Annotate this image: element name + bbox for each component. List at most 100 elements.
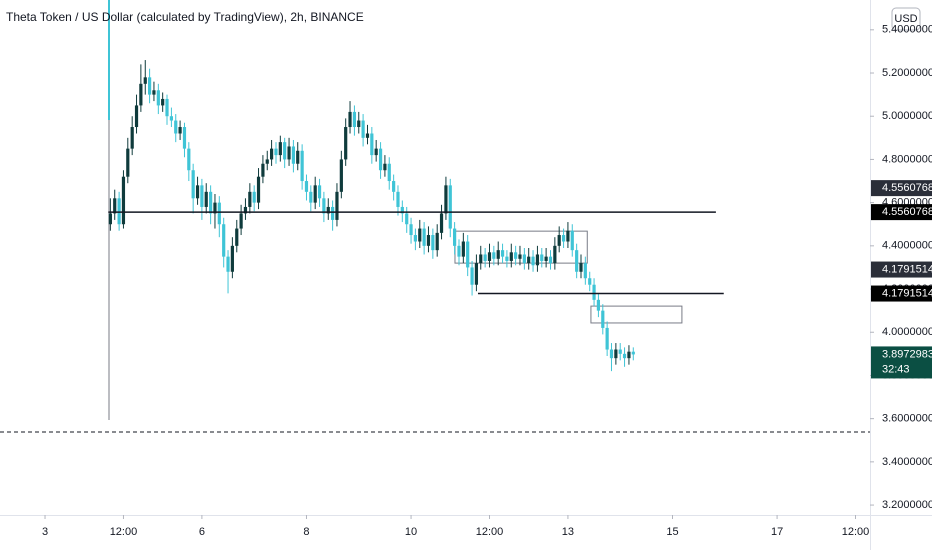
candle-body (182, 127, 187, 149)
candle-body (487, 252, 492, 261)
candle-body (226, 256, 230, 272)
currency-button[interactable] (891, 7, 921, 31)
candle-body (448, 185, 452, 229)
candle-body (348, 111, 352, 128)
price-badge (871, 180, 932, 197)
candle-body (431, 235, 435, 251)
candle-body (405, 213, 409, 225)
candle-body (335, 191, 339, 220)
candle-body (113, 198, 117, 214)
candle-body (322, 198, 326, 214)
price-badge-label: 4.5560768 (882, 182, 932, 194)
x-tick-label: 17 (771, 526, 783, 538)
candle-body (108, 213, 112, 225)
candle-body (278, 142, 282, 156)
y-tick-label: 5.0000000 (882, 110, 932, 122)
candle-body (592, 284, 596, 300)
candle-body (631, 351, 635, 355)
candle-body (461, 241, 465, 257)
candle-body (518, 254, 522, 259)
candle-body (287, 146, 291, 160)
candle-body (191, 170, 195, 199)
y-tick-label: 4.0000000 (882, 326, 932, 338)
candle-body (561, 235, 566, 242)
candle-body (121, 176, 126, 225)
price-badge-label: 4.1791514 (882, 263, 932, 275)
countdown-label: 32:43 (882, 363, 910, 375)
candle-body (500, 250, 505, 257)
candle-body (426, 235, 431, 246)
currency-label[interactable]: USD (894, 13, 917, 25)
candle-body (544, 256, 548, 261)
price-badge-label: 4.1791514 (882, 287, 932, 299)
candle-body (522, 254, 526, 264)
candle-body (217, 202, 221, 225)
candle-body (291, 146, 295, 164)
candle-body (357, 120, 361, 128)
candle-body (161, 98, 165, 106)
y-tick-label: 3.4000000 (882, 456, 932, 468)
x-tick-label: 13 (562, 526, 574, 538)
x-tick-label: 12:00 (842, 526, 870, 538)
candle-body (418, 228, 422, 242)
x-tick-label: 12:00 (476, 526, 504, 538)
candle-body (483, 254, 487, 261)
candle-body (148, 77, 152, 95)
candle-body (235, 228, 239, 246)
x-tick-label: 8 (303, 526, 309, 538)
candle-body (374, 148, 378, 156)
candle-body (514, 252, 518, 259)
candle-body (331, 206, 335, 220)
candle-body (313, 185, 317, 203)
candle-body (579, 263, 583, 272)
candle-body (553, 245, 557, 264)
candle-body (570, 230, 574, 251)
candle-body (370, 133, 374, 156)
candle-body (344, 127, 348, 160)
candle-body (496, 250, 500, 259)
candle-body (622, 353, 627, 359)
candle-body (143, 77, 147, 84)
candle-body (117, 198, 121, 225)
candle-body (209, 191, 213, 214)
candle-body (540, 254, 544, 261)
x-tick-label: 6 (199, 526, 205, 538)
candle-body (296, 150, 300, 164)
candle-body (453, 228, 457, 246)
y-tick-label: 3.2000000 (882, 499, 932, 511)
candle-body (139, 83, 143, 106)
candle-body (609, 349, 614, 359)
candle-body (187, 148, 191, 171)
y-tick-label: 4.4000000 (882, 240, 932, 252)
candle-body (474, 263, 479, 285)
last-price-label: 3.8972983 (882, 348, 932, 360)
price-badge (871, 261, 932, 278)
candle-body (566, 230, 570, 242)
x-tick-label: 10 (405, 526, 417, 538)
candle-body (400, 206, 404, 214)
candle-body (601, 310, 605, 328)
candle-body (505, 256, 509, 261)
candle-body (126, 148, 130, 177)
rectangle-drawing (590, 305, 683, 324)
candle-body (457, 245, 461, 257)
candle-body (256, 176, 261, 203)
candle-body (378, 148, 383, 171)
candle-body (470, 267, 474, 285)
candle-body (283, 142, 287, 160)
candle-body (252, 191, 256, 203)
candle-body (317, 185, 322, 199)
candle-body (269, 148, 274, 160)
candle-body (152, 90, 156, 95)
candle-body (195, 185, 200, 199)
price-badge (871, 204, 932, 221)
candle-body (300, 150, 304, 182)
candle-body (583, 263, 587, 279)
candle-body (265, 159, 269, 164)
candle-body (309, 191, 313, 203)
candle-body (304, 181, 309, 192)
candle-body (156, 90, 160, 106)
candle-body (409, 224, 413, 236)
candle-body (204, 191, 208, 207)
